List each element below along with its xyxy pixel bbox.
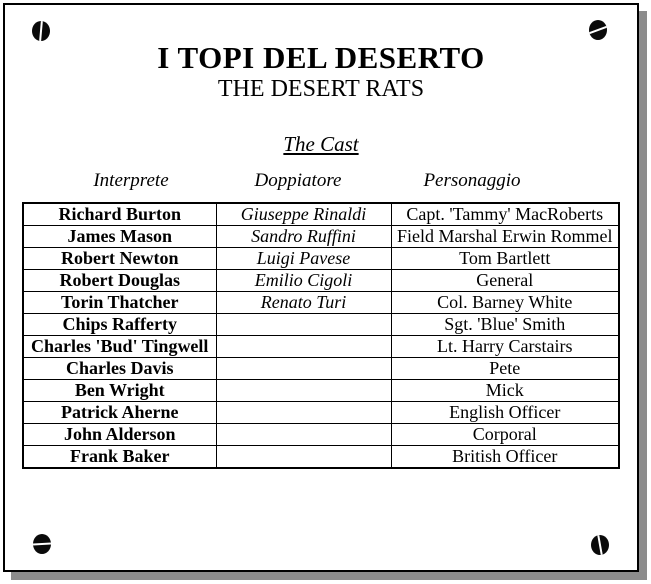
page-title: I TOPI DEL DESERTO xyxy=(157,40,485,75)
cast-row: Ben Wright Mick xyxy=(22,378,620,402)
cell-personaggio: General xyxy=(390,268,620,292)
cell-doppiatore xyxy=(215,334,392,358)
cast-plaque: I TOPI DEL DESERTO THE DESERT RATS The C… xyxy=(3,3,639,572)
screw-icon xyxy=(589,20,607,40)
cast-row: Patrick Aherne English Officer xyxy=(22,400,620,424)
column-header-interprete: Interprete xyxy=(93,169,169,191)
cell-interprete: Frank Baker xyxy=(22,444,217,469)
cast-row: Richard Burton Giuseppe Rinaldi Capt. 'Tam… xyxy=(22,202,620,226)
column-header-doppiatore: Doppiatore xyxy=(254,169,342,191)
cast-table-body: Richard Burton Giuseppe Rinaldi Capt. 'Tam… xyxy=(22,202,620,469)
cast-row: Frank Baker British Officer xyxy=(22,444,620,469)
section-heading: The Cast xyxy=(283,132,359,157)
cast-row: Robert Newton Luigi Pavese Tom Bartlett xyxy=(22,246,620,270)
cell-personaggio: English Officer xyxy=(390,400,620,424)
cell-doppiatore xyxy=(215,356,392,380)
cell-personaggio: British Officer xyxy=(390,444,620,469)
column-header-personaggio: Personaggio xyxy=(423,169,521,191)
cell-interprete: Charles 'Bud' Tingwell xyxy=(22,334,217,358)
cell-interprete: James Mason xyxy=(22,224,217,248)
cast-table: Richard Burton Giuseppe Rinaldi Capt. 'Tam… xyxy=(22,201,620,469)
cell-interprete: Robert Newton xyxy=(22,246,217,270)
cell-interprete: Ben Wright xyxy=(22,378,217,402)
cell-interprete: Chips Rafferty xyxy=(22,312,217,336)
cell-personaggio: Tom Bartlett xyxy=(390,246,620,270)
cell-doppiatore: Giuseppe Rinaldi xyxy=(215,202,392,226)
cell-interprete: Patrick Aherne xyxy=(22,400,217,424)
cast-row: Charles Davis Pete xyxy=(22,356,620,380)
cell-interprete: Charles Davis xyxy=(22,356,217,380)
cell-interprete: Richard Burton xyxy=(22,202,217,226)
cell-doppiatore: Sandro Ruffini xyxy=(215,224,392,248)
cell-doppiatore: Renato Turi xyxy=(215,290,392,314)
cell-doppiatore xyxy=(215,378,392,402)
cell-interprete: John Alderson xyxy=(22,422,217,446)
column-headers: Interprete Doppiatore Personaggio xyxy=(5,170,637,195)
cell-doppiatore xyxy=(215,312,392,336)
cell-personaggio: Lt. Harry Carstairs xyxy=(390,334,620,358)
cell-personaggio: Field Marshal Erwin Rommel xyxy=(390,224,620,248)
page-subtitle: THE DESERT RATS xyxy=(217,76,425,103)
cast-row: Charles 'Bud' Tingwell Lt. Harry Carstair… xyxy=(22,334,620,358)
cell-interprete: Torin Thatcher xyxy=(22,290,217,314)
cell-interprete: Robert Douglas xyxy=(22,268,217,292)
cell-doppiatore: Luigi Pavese xyxy=(215,246,392,270)
cell-personaggio: Mick xyxy=(390,378,620,402)
screw-icon xyxy=(33,534,51,554)
cell-personaggio: Capt. 'Tammy' MacRoberts xyxy=(390,202,620,226)
cell-personaggio: Col. Barney White xyxy=(390,290,620,314)
cast-row: Torin Thatcher Renato Turi Col. Barney Whi… xyxy=(22,290,620,314)
cell-personaggio: Corporal xyxy=(390,422,620,446)
cell-doppiatore xyxy=(215,422,392,446)
cell-personaggio: Pete xyxy=(390,356,620,380)
cast-row: Robert Douglas Emilio Cigoli General xyxy=(22,268,620,292)
cell-doppiatore: Emilio Cigoli xyxy=(215,268,392,292)
cast-row: James Mason Sandro Ruffini Field Marshal E… xyxy=(22,224,620,248)
cell-personaggio: Sgt. 'Blue' Smith xyxy=(390,312,620,336)
cell-doppiatore xyxy=(215,400,392,424)
cell-doppiatore xyxy=(215,444,392,469)
cast-row: John Alderson Corporal xyxy=(22,422,620,446)
screw-icon xyxy=(32,21,50,41)
screw-icon xyxy=(591,535,609,555)
cast-row: Chips Rafferty Sgt. 'Blue' Smith xyxy=(22,312,620,336)
